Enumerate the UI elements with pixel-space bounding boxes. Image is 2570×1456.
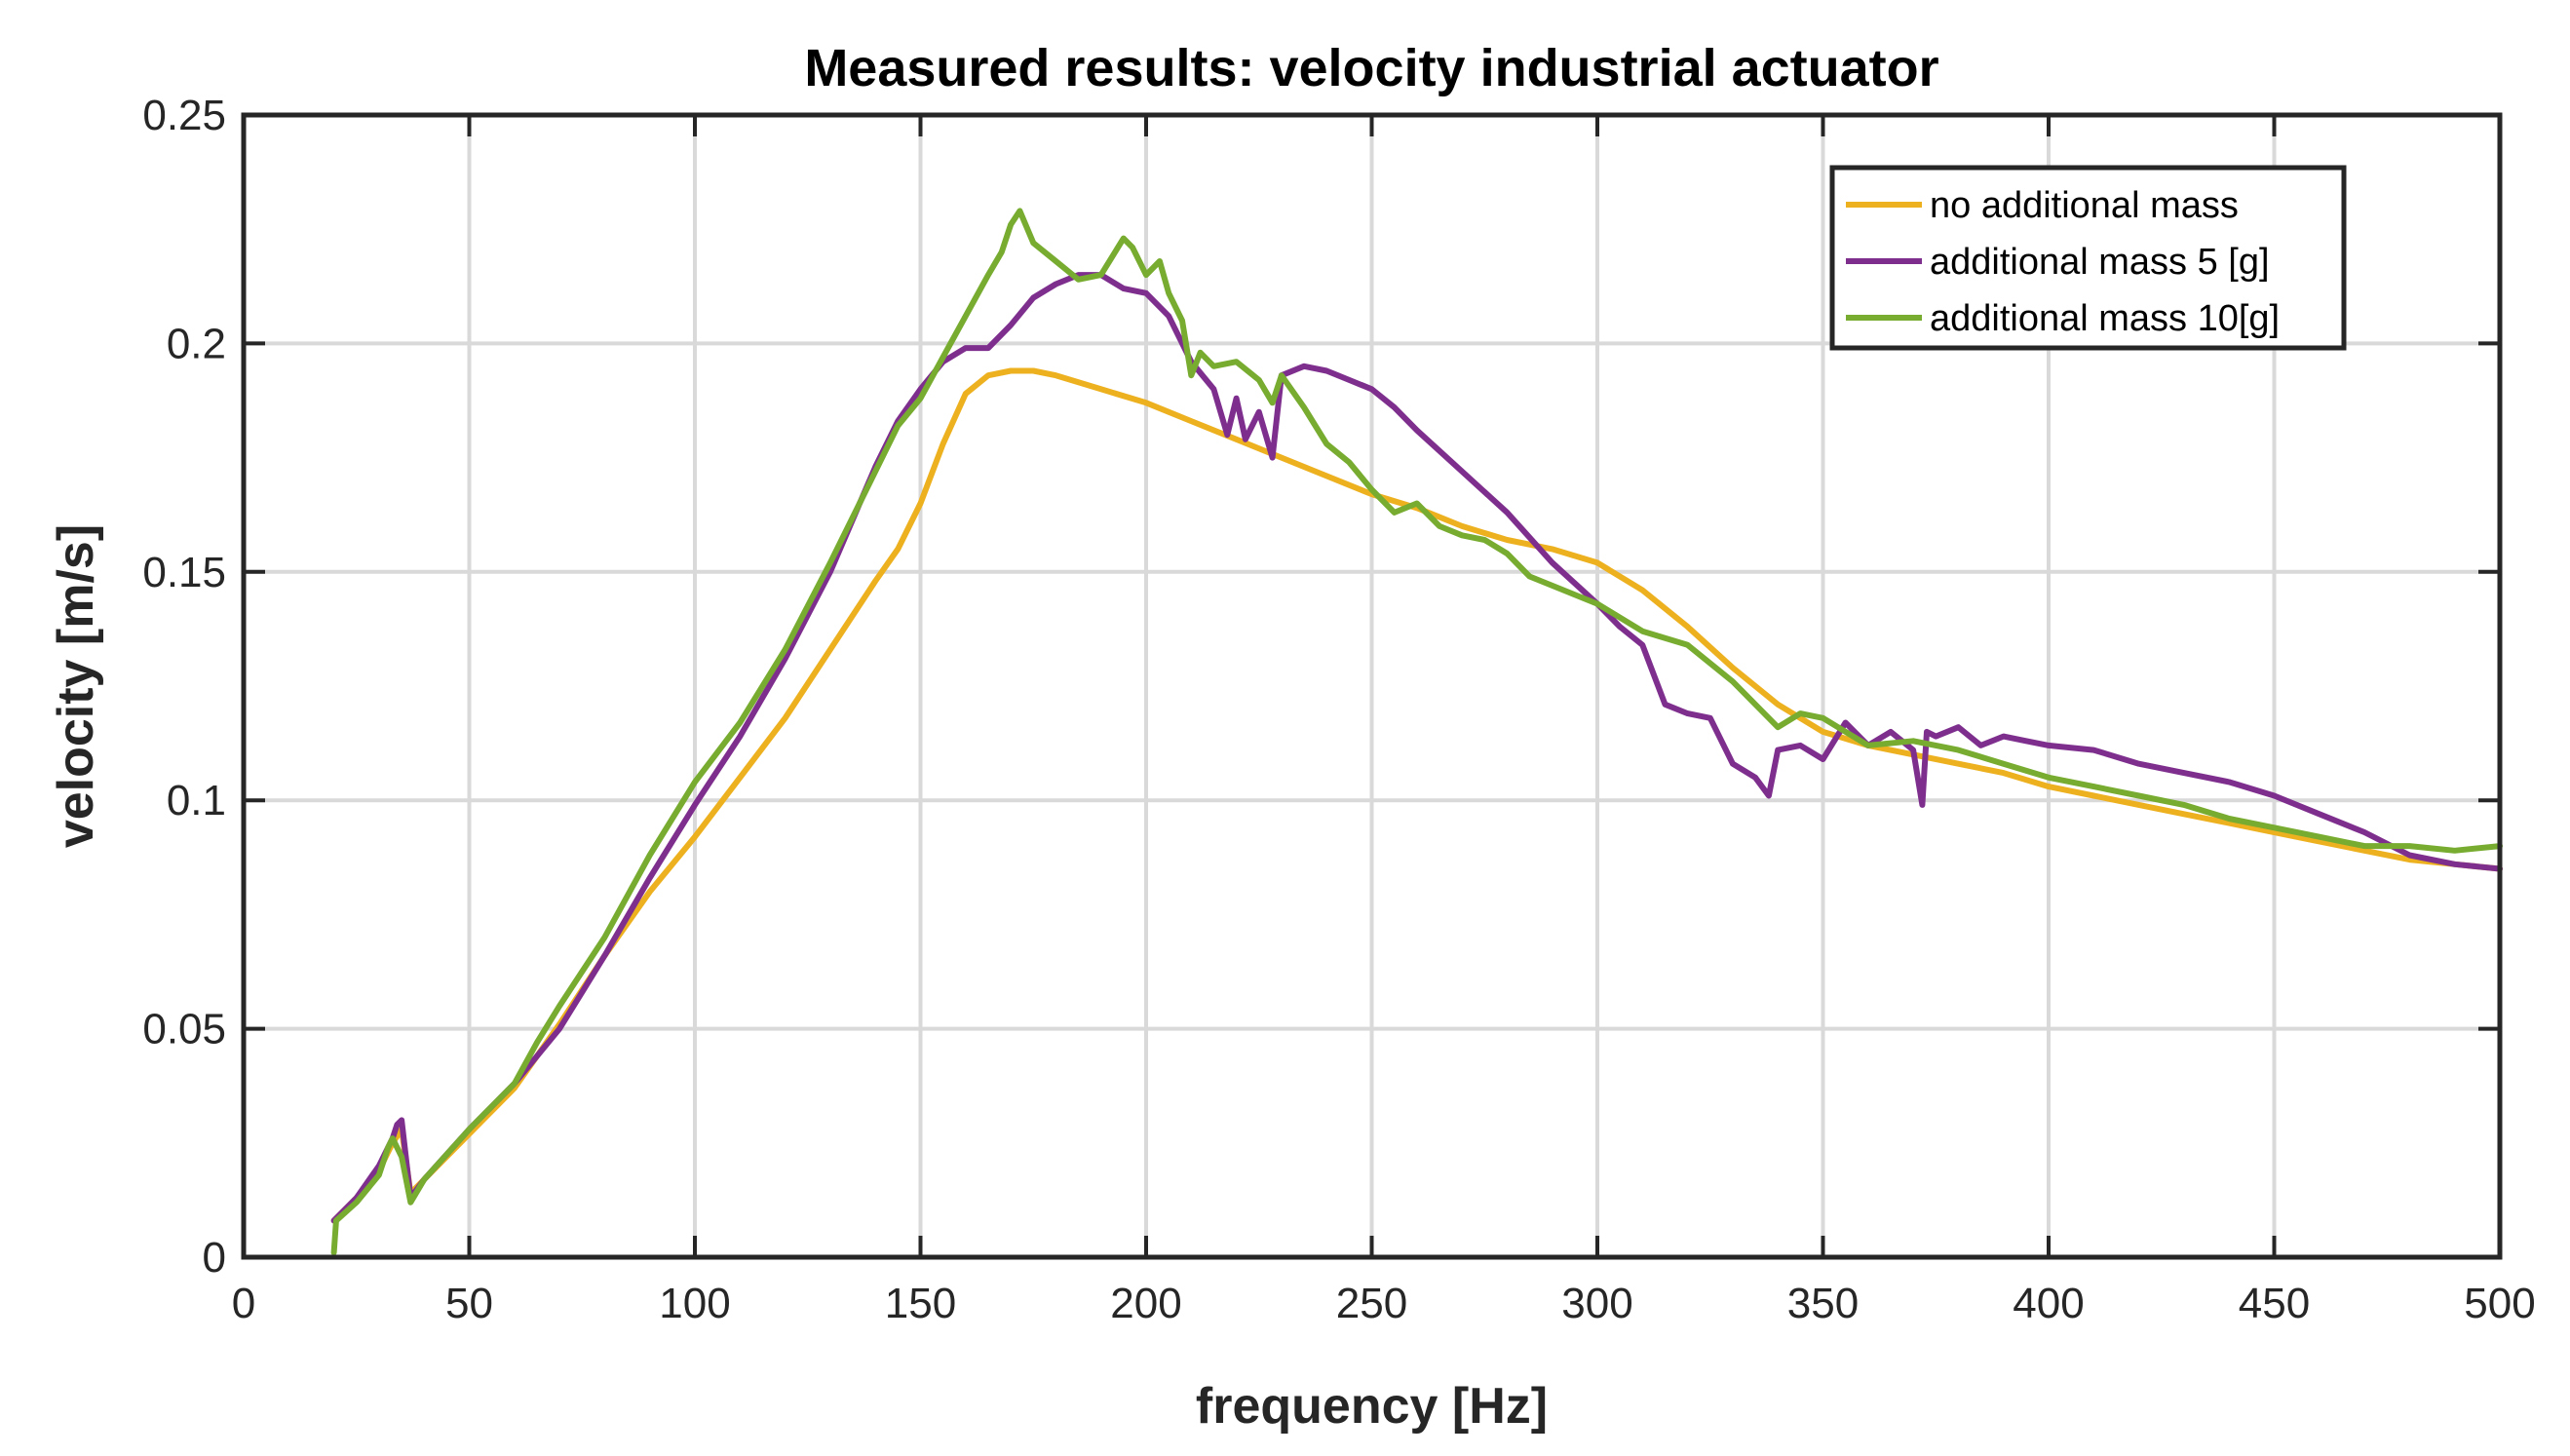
x-tick-label: 0 xyxy=(232,1280,255,1327)
x-tick-label: 200 xyxy=(1110,1280,1181,1327)
x-tick-label: 50 xyxy=(445,1280,493,1327)
series-line-2 xyxy=(330,272,2503,1224)
legend-label: additional mass 5 [g] xyxy=(1930,242,2270,283)
y-tick-label: 0.25 xyxy=(142,92,226,139)
x-tick-label: 350 xyxy=(1787,1280,1859,1327)
label-layer: 0 50 100 150 200 250 300 350 400 450 500 0 0.05 0.1 0.… xyxy=(142,92,2535,1327)
x-tick-label: 150 xyxy=(885,1280,956,1327)
y-tick-label: 0.1 xyxy=(167,777,226,824)
series-line-3 xyxy=(330,208,2503,1256)
x-tick-label: 400 xyxy=(2013,1280,2084,1327)
chart-title: Measured results: velocity industrial ac… xyxy=(804,39,1938,97)
x-tick-label: 450 xyxy=(2239,1280,2310,1327)
series-layer xyxy=(330,208,2503,1256)
y-tick-label: 0.05 xyxy=(142,1006,226,1054)
legend-label: additional mass 10[g] xyxy=(1930,298,2280,339)
x-tick-label: 100 xyxy=(659,1280,730,1327)
tick-layer xyxy=(242,113,2502,1259)
y-tick-label: 0.15 xyxy=(142,549,226,596)
x-axis-title: frequency [Hz] xyxy=(1196,1378,1548,1435)
legend-label: no additional mass xyxy=(1930,185,2239,226)
x-tick-label: 500 xyxy=(2464,1280,2535,1327)
y-tick-label: 0 xyxy=(203,1234,226,1282)
x-tick-label: 300 xyxy=(1561,1280,1632,1327)
y-tick-label: 0.2 xyxy=(167,320,226,367)
legend: no additional mass additional mass 5 [g] a… xyxy=(1829,165,2347,351)
y-axis-title: velocity [m/s] xyxy=(48,524,104,848)
x-tick-label: 250 xyxy=(1336,1280,1407,1327)
